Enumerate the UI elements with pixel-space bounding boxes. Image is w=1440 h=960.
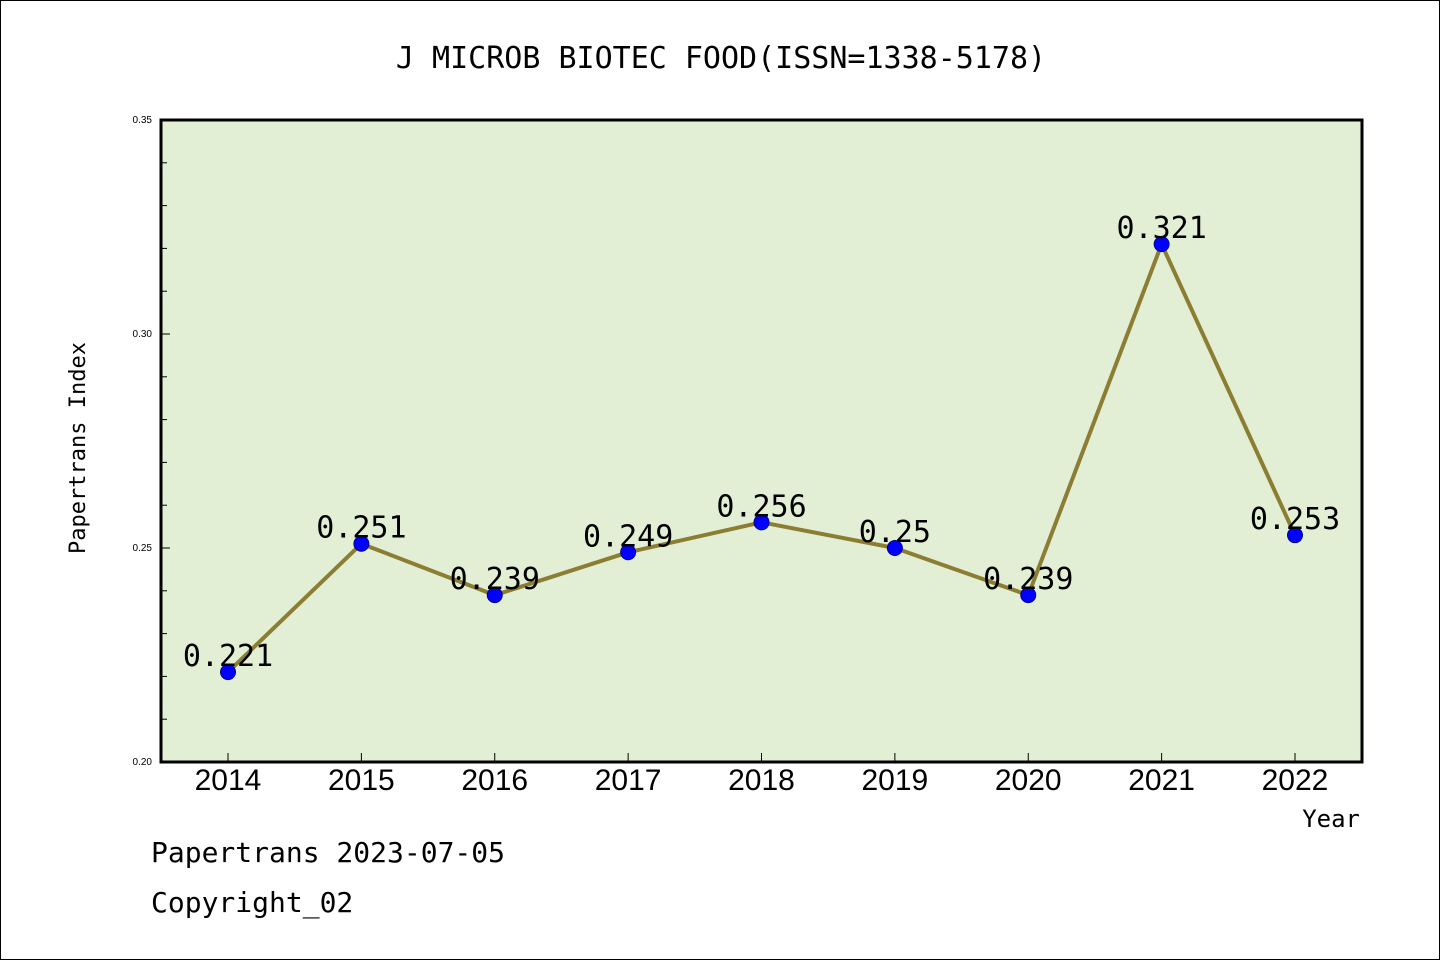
series	[220, 236, 1303, 681]
data-labels: 0.221 0.251 0.239 0.249 0.256 0.25 0.239 0.321 0…	[183, 211, 1340, 674]
x-tick-label: 2015	[328, 764, 395, 797]
data-label: 0.251	[316, 511, 406, 546]
x-tick-label: 2022	[1262, 764, 1329, 797]
x-tick-label: 2019	[862, 764, 929, 797]
data-point	[1287, 527, 1303, 544]
data-label: 0.239	[450, 562, 540, 597]
y-tick-label: 0.35	[133, 115, 153, 126]
footer-copyright: Copyright_02	[151, 886, 354, 919]
plot-area	[159, 118, 1364, 764]
x-tick-label: 2014	[195, 764, 262, 797]
x-axis: 2014 2015 2016 2017 2018 2019 2020 2021 2022	[195, 753, 1329, 797]
data-point	[886, 540, 903, 556]
x-tick-label: 2018	[728, 764, 795, 797]
data-label: 0.321	[1116, 211, 1206, 246]
data-label: 0.256	[716, 489, 806, 524]
x-tick-label: 2021	[1128, 764, 1195, 797]
x-tick-label: 2017	[595, 764, 662, 797]
y-tick-label: 0.20	[133, 757, 153, 768]
y-axis: 0.20 0.25 0.30 0.35	[133, 115, 170, 768]
data-point	[486, 587, 503, 604]
data-label: 0.239	[983, 562, 1073, 597]
y-axis-label: Papertrans Index	[66, 342, 91, 554]
data-point	[620, 544, 637, 561]
data-point	[220, 664, 236, 681]
x-tick-label: 2020	[995, 764, 1062, 797]
x-tick-label: 2016	[461, 764, 528, 797]
data-point	[1020, 587, 1037, 604]
y-tick-label: 0.25	[133, 543, 153, 554]
data-label: 0.253	[1250, 502, 1340, 537]
data-label: 0.25	[859, 515, 931, 550]
data-point	[753, 514, 770, 531]
y-tick-label: 0.30	[133, 329, 153, 340]
chart-title: J MICROB BIOTEC FOOD(ISSN=1338-5178)	[396, 41, 1046, 76]
data-label: 0.249	[583, 519, 673, 554]
data-label: 0.221	[183, 639, 273, 674]
data-point	[1153, 236, 1170, 253]
data-point	[353, 535, 370, 552]
x-axis-label: Year	[1302, 805, 1360, 833]
footer-date: Papertrans 2023-07-05	[151, 836, 506, 869]
